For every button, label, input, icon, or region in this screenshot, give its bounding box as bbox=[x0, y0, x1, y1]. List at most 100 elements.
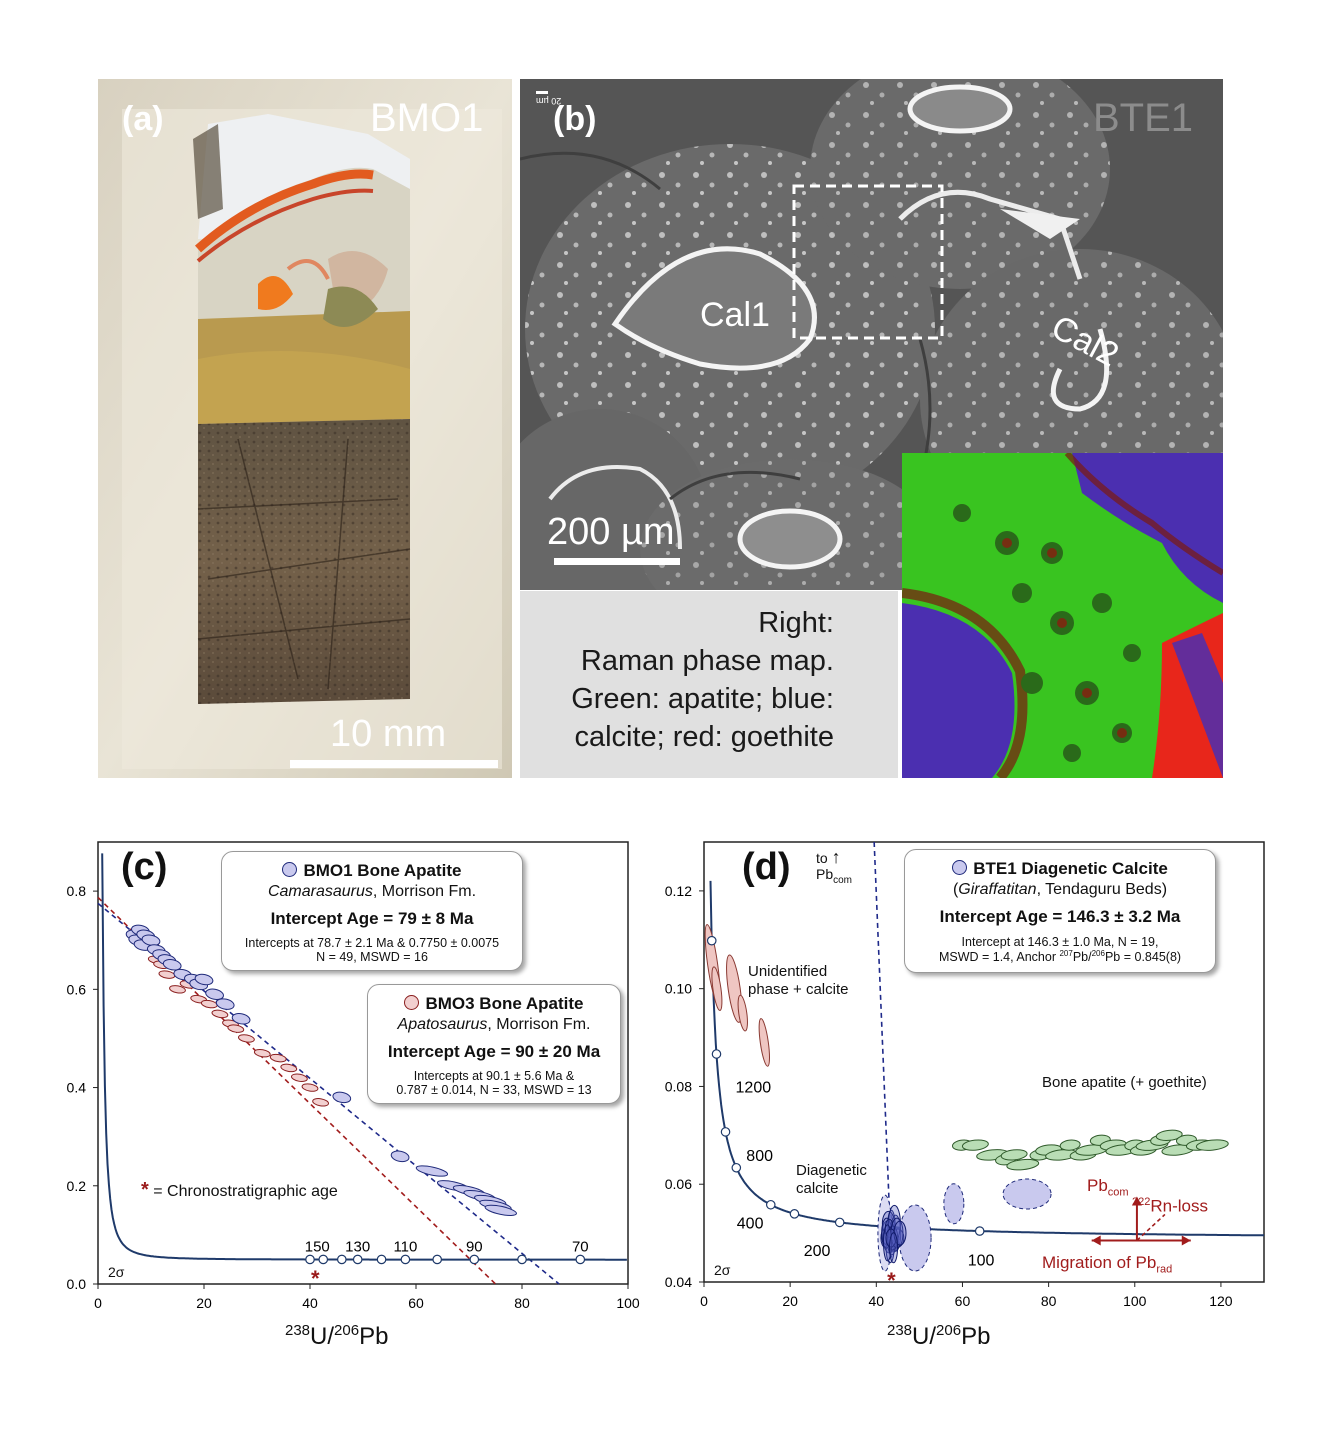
bte1-taxon: Giraffatitan bbox=[958, 881, 1037, 898]
c-bmo1-point bbox=[215, 998, 235, 1010]
d-bone-apatite-point bbox=[1006, 1158, 1040, 1171]
bmo3-taxon-row: Apatosaurus, Morrison Fm. bbox=[368, 1016, 620, 1034]
cal1-label: Cal1 bbox=[700, 296, 770, 334]
d-bone-apatite-point bbox=[1000, 1149, 1028, 1161]
bmo3-age: Intercept Age = 90 ± 20 Ma bbox=[387, 1042, 601, 1061]
chrono-star-icon: * bbox=[141, 1179, 149, 1201]
bmo1-taxon-row: Camarasaurus, Morrison Fm. bbox=[222, 883, 522, 901]
migration-label: Migration of Pbrad bbox=[1042, 1253, 1172, 1275]
bmo1-stats: N = 49, MSWD = 16 bbox=[316, 950, 428, 964]
c-bmo3-point bbox=[269, 1053, 287, 1063]
c-ytick-label: 0.2 bbox=[67, 1178, 87, 1194]
c-concordia-age-marker bbox=[336, 1254, 347, 1265]
bte1-sup206: 206 bbox=[1091, 949, 1105, 958]
c-ytick-label: 0.0 bbox=[67, 1276, 87, 1292]
diagenetic-line-1: Diagenetic bbox=[796, 1162, 867, 1179]
c-bmo1-point bbox=[332, 1091, 352, 1104]
c-concordia-age-label: 70 bbox=[572, 1238, 589, 1255]
d-concordia-age-marker bbox=[706, 935, 717, 946]
panel-b-scale-label: 200 µm bbox=[547, 511, 675, 553]
c-concordia-age-label: 130 bbox=[345, 1238, 370, 1255]
diagenetic-label: Diagenetic calcite bbox=[796, 1162, 867, 1198]
c-concordia-age-label: 150 bbox=[305, 1238, 330, 1255]
d-concordia-age-label: 100 bbox=[968, 1252, 995, 1269]
c-bmo3-point bbox=[158, 970, 176, 979]
bmo1-legend-box: BMO1 Bone Apatite Camarasaurus, Morrison… bbox=[221, 851, 523, 971]
d-concordia-age-label: 400 bbox=[737, 1216, 764, 1233]
chart-d: 0.04 0.06 0.08 0.10 0.12 0 20 40 60 80 100 120 120… bbox=[665, 841, 1265, 1309]
c-bmo3-point bbox=[169, 985, 186, 994]
panel-b-tiny-scale: 20 µm bbox=[536, 96, 562, 106]
pbcom-pb: Pb bbox=[816, 866, 834, 882]
bte1-marker-icon bbox=[952, 860, 968, 875]
raman-phase-map bbox=[901, 451, 1225, 782]
c-concordia-age-marker bbox=[305, 1254, 315, 1265]
d-concordia-age-label: 200 bbox=[804, 1243, 831, 1260]
chart-d-sigma: 2σ bbox=[714, 1262, 731, 1278]
d-concordia-age-label: 1200 bbox=[736, 1079, 772, 1096]
d-concordia-age-marker bbox=[720, 1127, 731, 1137]
chrono-note-text: = Chronostratigraphic age bbox=[153, 1183, 338, 1200]
c-concordia-age-marker bbox=[352, 1254, 363, 1265]
panel-a-sample: BMO1 bbox=[370, 96, 484, 140]
d-concordia-age-marker bbox=[731, 1162, 742, 1173]
bte1-title-row: BTE1 Diagenetic Calcite bbox=[905, 859, 1215, 879]
d-concordia-age-marker bbox=[711, 1049, 722, 1059]
chart-c-xlabel-pb: Pb bbox=[359, 1323, 389, 1350]
caption-line-1: Right: bbox=[758, 607, 834, 639]
d-bone-apatite-point bbox=[961, 1139, 989, 1151]
chart-d-xlabel-pb: Pb bbox=[961, 1323, 991, 1350]
diagenetic-line-2: calcite bbox=[796, 1180, 839, 1197]
to-pbcom-label: to ↑ Pbcom bbox=[816, 848, 853, 889]
c-bmo3-point bbox=[312, 1098, 330, 1107]
d-discordia-line bbox=[873, 841, 893, 1258]
pbcom-sub: com bbox=[833, 874, 853, 886]
c-bmo3-point bbox=[253, 1048, 271, 1058]
bmo3-stats: 0.787 ± 0.014, N = 33, MSWD = 13 bbox=[396, 1083, 592, 1097]
caption-line-2: Raman phase map. bbox=[580, 645, 834, 677]
bmo3-legend-box: BMO3 Bone Apatite Apatosaurus, Morrison … bbox=[367, 984, 621, 1104]
unidentified-line-2: phase + calcite bbox=[748, 981, 849, 998]
bmo1-intercepts: Intercepts at 78.7 ± 2.1 Ma & 0.7750 ± 0… bbox=[244, 936, 500, 950]
panel-c-label: (c) bbox=[121, 846, 168, 888]
c-concordia-age-label: 90 bbox=[466, 1238, 483, 1255]
bte1-title: BTE1 Diagenetic Calcite bbox=[973, 859, 1168, 878]
d-bone-apatite-point bbox=[1059, 1139, 1081, 1151]
c-bmo1-point bbox=[390, 1150, 410, 1163]
bone-apatite-label: Bone apatite (+ goethite) bbox=[1042, 1074, 1207, 1091]
d-concordia-age-marker bbox=[789, 1209, 800, 1219]
rnloss-arrow-icon bbox=[1136, 1213, 1166, 1242]
panel-d-label: (d) bbox=[742, 846, 791, 888]
c-concordia-curve bbox=[101, 853, 627, 1261]
chart-d-xlabel-u: U/ bbox=[912, 1323, 937, 1350]
c-concordia-age-label: 110 bbox=[393, 1238, 417, 1255]
chart-c-xlabel: 238U/206Pb bbox=[285, 1322, 388, 1351]
c-ytick-label: 0.6 bbox=[67, 981, 87, 997]
d-chrono-star: * bbox=[887, 1268, 896, 1293]
c-xtick-label: 100 bbox=[616, 1295, 640, 1311]
c-xtick-label: 40 bbox=[302, 1295, 318, 1311]
c-bmo3-point bbox=[290, 1073, 308, 1082]
c-xtick-label: 60 bbox=[408, 1295, 424, 1311]
d-calcite-outlier-point bbox=[943, 1183, 965, 1225]
c-bmo3-point bbox=[301, 1083, 319, 1092]
c-ytick-label: 0.4 bbox=[67, 1080, 87, 1096]
panel-a-photo bbox=[98, 79, 512, 778]
d-xtick-label: 20 bbox=[782, 1293, 798, 1309]
panel-a-scale-bar bbox=[290, 760, 498, 768]
d-concordia-age-marker bbox=[765, 1199, 776, 1210]
caption-line-4: calcite; red: goethite bbox=[574, 721, 834, 753]
c-bmo1-point bbox=[484, 1204, 517, 1216]
bte1-beds: , Tendaguru Beds) bbox=[1036, 881, 1168, 898]
c-concordia-age-marker bbox=[318, 1254, 329, 1265]
c-bmo1-point bbox=[231, 1013, 251, 1025]
d-xtick-label: 80 bbox=[1041, 1293, 1057, 1309]
c-bmo3-point bbox=[227, 1024, 245, 1033]
bmo3-intercepts: Intercepts at 90.1 ± 5.6 Ma & bbox=[413, 1069, 575, 1083]
d-xtick-label: 60 bbox=[955, 1293, 971, 1309]
migration-sub: rad bbox=[1156, 1263, 1173, 1276]
bte1-stats: MSWD = 1.4, Anchor 207Pb/206Pb = 0.845(8… bbox=[905, 949, 1215, 964]
c-ytick-label: 0.8 bbox=[67, 883, 87, 899]
d-unidentified-point bbox=[737, 994, 748, 1032]
migration-arrowhead-left-icon bbox=[1091, 1235, 1101, 1246]
